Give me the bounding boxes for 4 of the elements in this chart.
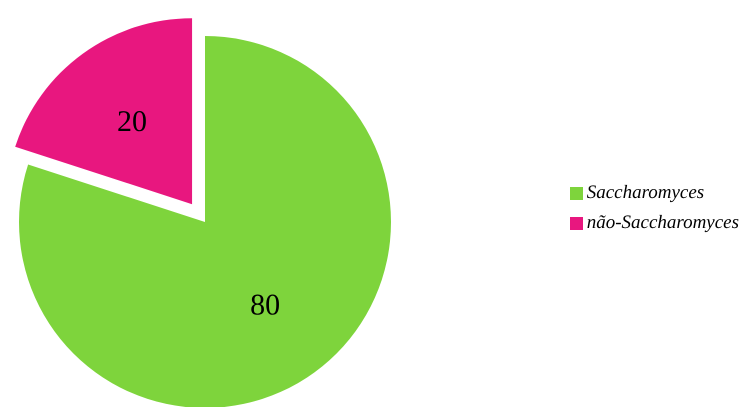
- data-label: 20: [116, 104, 147, 138]
- data-label: 80: [250, 288, 280, 322]
- legend-label: Saccharomyces: [586, 182, 704, 202]
- legend-label: não-Saccharomyces: [586, 212, 739, 232]
